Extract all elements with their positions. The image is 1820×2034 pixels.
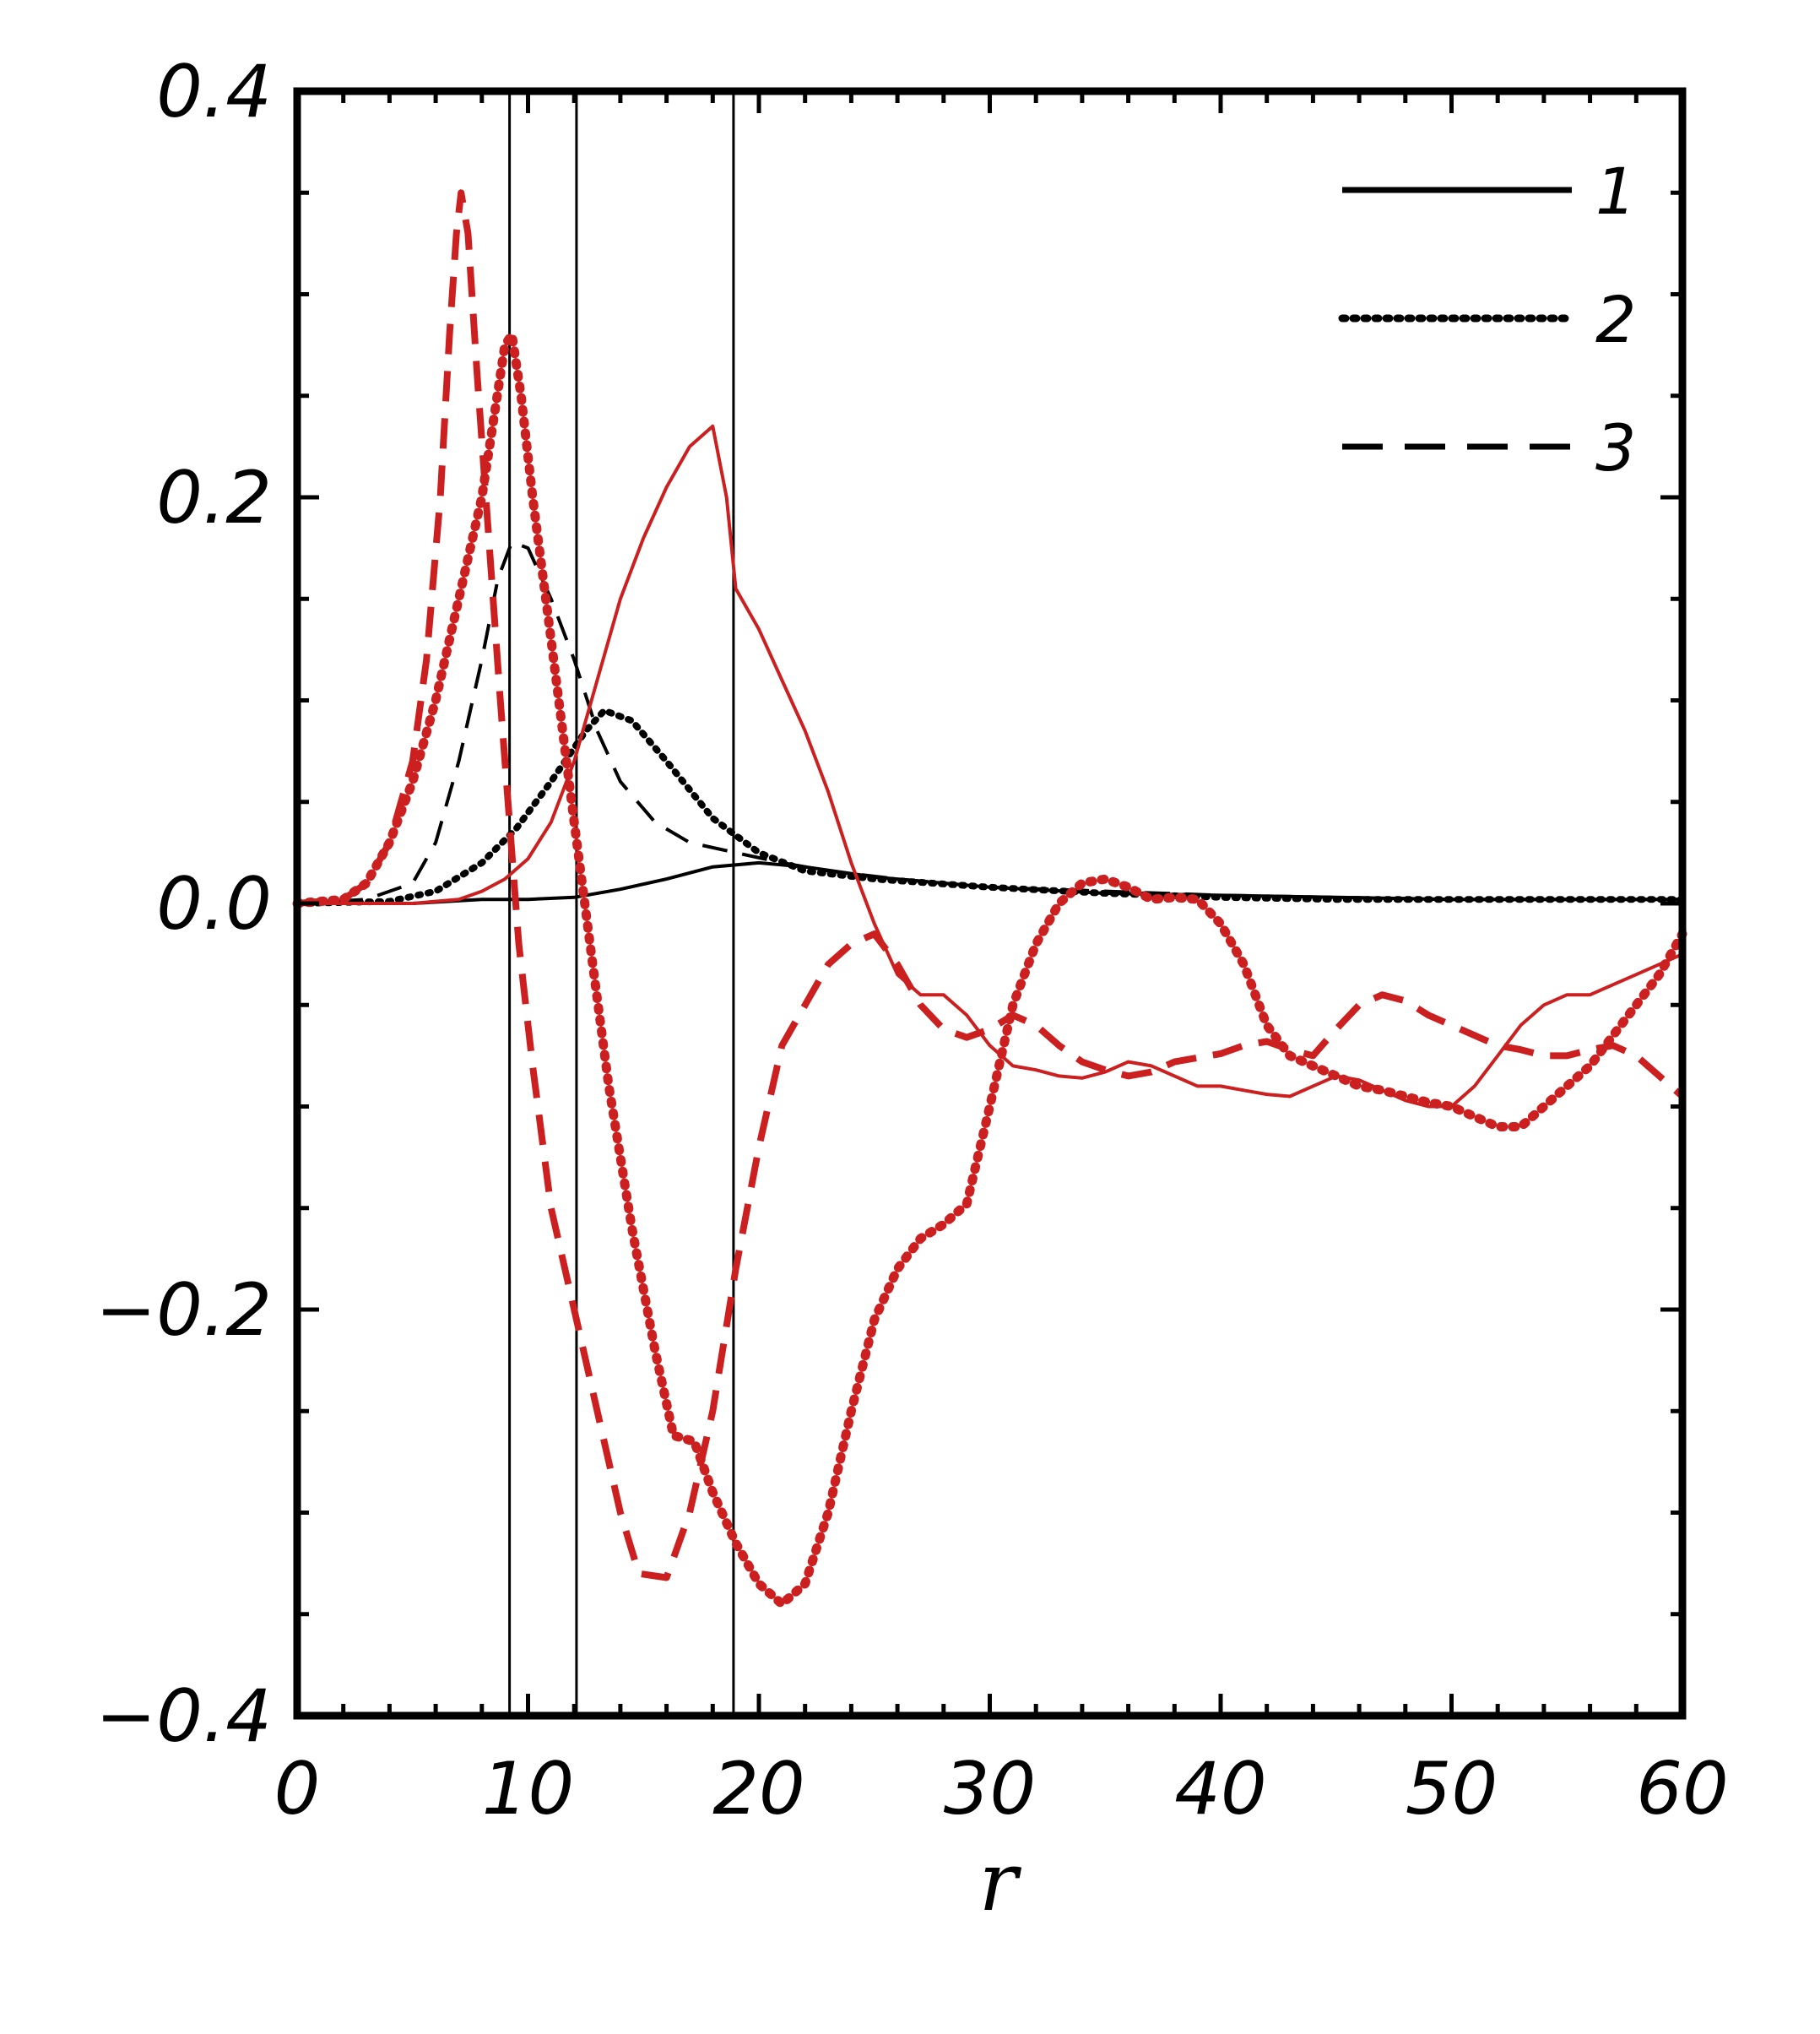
- axis-ticks: [295, 89, 1685, 1718]
- y-tick-labels: 0.4 0.2 0.0 −0.2 −0.4: [95, 50, 272, 1759]
- legend-label-3: 3: [1595, 410, 1636, 485]
- x-axis-title: r: [979, 1835, 1022, 1929]
- y-tick-label: 0.2: [156, 456, 272, 540]
- x-tick-label: 30: [944, 1747, 1036, 1831]
- x-tick-label: 10: [482, 1747, 574, 1831]
- x-tick-label: 50: [1406, 1747, 1498, 1831]
- legend-label-2: 2: [1595, 282, 1636, 357]
- plot-frame: [293, 87, 1687, 1720]
- series-line-5: [292, 330, 1687, 1609]
- y-tick-label: 0.0: [156, 862, 272, 946]
- x-tick-labels: 0 10 20 30 40 50 60: [274, 1747, 1729, 1831]
- series-line-3: [296, 540, 1682, 905]
- x-tick-label: 40: [1174, 1747, 1266, 1831]
- series-group: [292, 189, 1687, 1609]
- y-tick-label: −0.2: [95, 1268, 272, 1353]
- legend-label-1: 1: [1595, 154, 1636, 229]
- x-tick-label: 60: [1636, 1747, 1728, 1831]
- series-line-6: [296, 189, 1685, 1581]
- y-tick-label: 0.4: [156, 50, 272, 134]
- x-tick-label: 20: [712, 1747, 804, 1831]
- series-line-2: [294, 707, 1686, 907]
- series-line-4: [297, 424, 1683, 1109]
- legend: 1 2 3: [1338, 154, 1636, 485]
- x-tick-label: 0: [274, 1747, 321, 1831]
- y-tick-label: −0.4: [95, 1674, 272, 1759]
- series-line-1: [297, 860, 1682, 905]
- vertical-marker-lines: [508, 91, 735, 1716]
